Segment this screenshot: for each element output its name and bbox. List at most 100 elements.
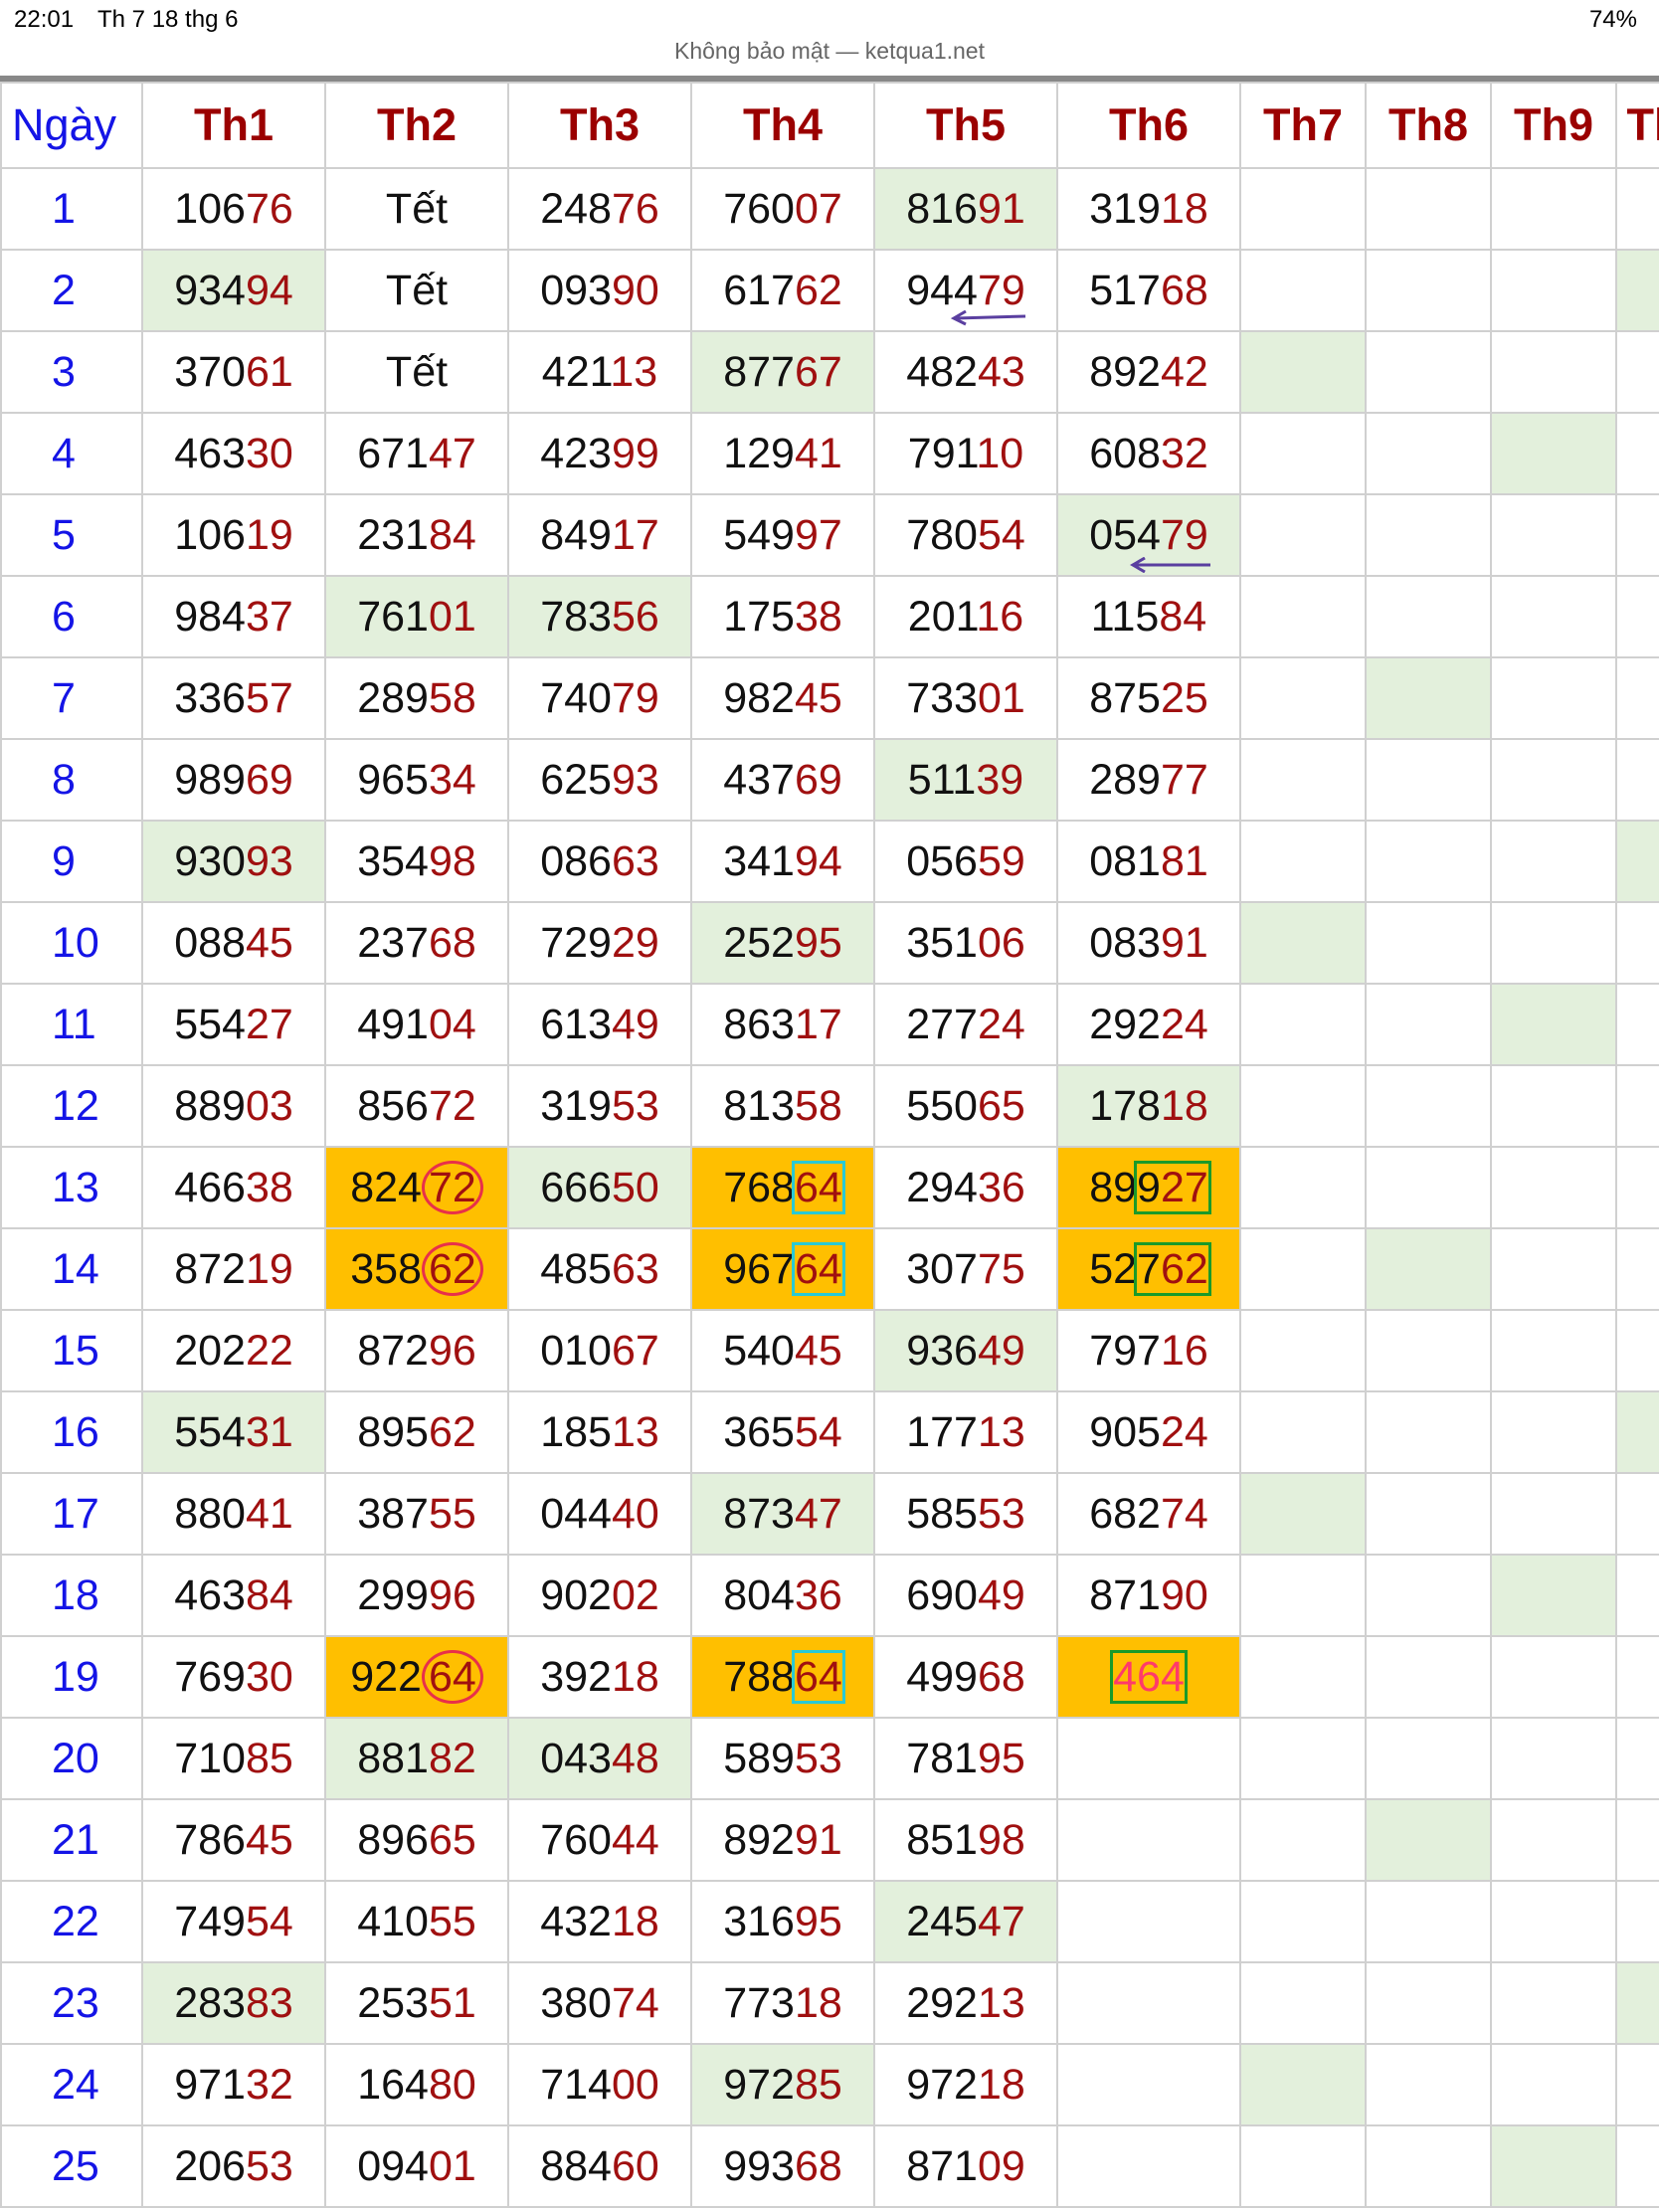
result-cell: 29996 bbox=[324, 1554, 509, 1637]
digits: 69 bbox=[245, 755, 293, 804]
digits: 79 bbox=[1160, 510, 1208, 559]
result-row: 1 10676 Tết 24876 76007 81691 31918 bbox=[0, 167, 1659, 251]
result-cell bbox=[1490, 1227, 1617, 1311]
digits: 67 bbox=[611, 1326, 659, 1375]
result-row: 14 87219 358 62 48563 96764 30775 52762 bbox=[0, 1227, 1659, 1311]
result-cell: 78356 bbox=[507, 575, 692, 658]
result-cell: 85198 bbox=[873, 1798, 1058, 1882]
digits: 07 bbox=[794, 184, 842, 233]
result-cell: 01067 bbox=[507, 1309, 692, 1392]
result-cell bbox=[1239, 330, 1367, 414]
digits: 863 bbox=[723, 1000, 795, 1048]
digits: 786 bbox=[174, 1815, 246, 1864]
digits: 351 bbox=[906, 918, 978, 967]
result-cell bbox=[1365, 1880, 1492, 1963]
digits: 9 bbox=[1137, 1163, 1161, 1211]
result-cell bbox=[1615, 738, 1659, 822]
result-cell bbox=[1365, 249, 1492, 332]
result-row: 3 37061 Tết 42113 87767 48243 89242 bbox=[0, 330, 1659, 414]
digits: 90 bbox=[1160, 1570, 1208, 1619]
result-cell: 84917 bbox=[507, 493, 692, 577]
annotation: 464 bbox=[1110, 1649, 1188, 1704]
result-cell bbox=[1239, 2043, 1367, 2126]
result-cell: 96764 bbox=[690, 1227, 875, 1311]
result-cell: 99368 bbox=[690, 2124, 875, 2208]
digits: 289 bbox=[1089, 755, 1161, 804]
digits: 29 bbox=[611, 918, 659, 967]
result-cell: 42113 bbox=[507, 330, 692, 414]
result-cell: 464 bbox=[1056, 1635, 1241, 1719]
digits: 252 bbox=[723, 918, 795, 967]
result-cell: 34194 bbox=[690, 820, 875, 903]
digits: 95 bbox=[794, 918, 842, 967]
digits: 094 bbox=[357, 2141, 429, 2190]
digits: 36 bbox=[977, 1163, 1025, 1211]
result-cell bbox=[1239, 983, 1367, 1066]
result-cell: 23768 bbox=[324, 901, 509, 985]
column-header: Th6 bbox=[1056, 82, 1241, 169]
digits: 99 bbox=[611, 429, 659, 477]
digits: 68 bbox=[428, 918, 476, 967]
digits: 19 bbox=[245, 1244, 293, 1293]
result-cell: 98437 bbox=[141, 575, 326, 658]
address-bar[interactable]: Không bảo mật — ketqua1.net bbox=[674, 38, 985, 64]
result-cell bbox=[1365, 1554, 1492, 1637]
day-cell: 13 bbox=[0, 1146, 143, 1229]
result-row: 16 55431 89562 18513 36554 17713 90524 bbox=[0, 1390, 1659, 1474]
result-cell bbox=[1365, 901, 1492, 985]
result-row: 8 98969 96534 62593 43769 51139 28977 bbox=[0, 738, 1659, 822]
digits: 044 bbox=[540, 1489, 612, 1538]
result-cell: 922 64 bbox=[324, 1635, 509, 1719]
result-cell: 71085 bbox=[141, 1717, 326, 1800]
result-cell bbox=[1490, 901, 1617, 985]
result-cell bbox=[1365, 575, 1492, 658]
digits: 781 bbox=[906, 1734, 978, 1782]
digits: 902 bbox=[540, 1570, 612, 1619]
result-cell: 61762 bbox=[690, 249, 875, 332]
result-cell: 43218 bbox=[507, 1880, 692, 1963]
result-cell bbox=[1239, 656, 1367, 740]
result-cell bbox=[1615, 1554, 1659, 1637]
digits: 965 bbox=[357, 755, 429, 804]
result-cell: 80436 bbox=[690, 1554, 875, 1637]
digits: 129 bbox=[723, 429, 795, 477]
digits: 540 bbox=[723, 1326, 795, 1375]
column-header: Ngày bbox=[0, 82, 143, 169]
result-cell bbox=[1490, 1390, 1617, 1474]
result-cell: Tết bbox=[324, 330, 509, 414]
digits: 24 bbox=[1160, 1000, 1208, 1048]
digits: 36 bbox=[794, 1570, 842, 1619]
result-cell: 88460 bbox=[507, 2124, 692, 2208]
result-cell bbox=[1056, 2124, 1241, 2208]
digits: 32 bbox=[245, 2060, 293, 2109]
result-cell: 16480 bbox=[324, 2043, 509, 2126]
digits: 081 bbox=[1089, 836, 1161, 885]
digits: 54 bbox=[245, 1897, 293, 1945]
result-cell: 89927 bbox=[1056, 1146, 1241, 1229]
digits: 64 bbox=[791, 1160, 845, 1214]
digits: 95 bbox=[977, 1734, 1025, 1782]
digits: 58 bbox=[794, 1081, 842, 1130]
result-cell: 76007 bbox=[690, 167, 875, 251]
result-cell: 94479 bbox=[873, 249, 1058, 332]
digits: 354 bbox=[357, 836, 429, 885]
result-cell bbox=[1615, 983, 1659, 1066]
result-row: 18 46384 29996 90202 80436 69049 87190 bbox=[0, 1554, 1659, 1637]
digits: 96 bbox=[428, 1326, 476, 1375]
digits: 967 bbox=[723, 1244, 795, 1293]
result-cell bbox=[1365, 2124, 1492, 2208]
result-cell: 358 62 bbox=[324, 1227, 509, 1311]
results-table-wrap: NgàyTh1Th2Th3Th4Th5Th6Th7Th8Th9Th10 1106… bbox=[0, 82, 1659, 2212]
result-cell: 90202 bbox=[507, 1554, 692, 1637]
result-cell: 46384 bbox=[141, 1554, 326, 1637]
result-cell: 20116 bbox=[873, 575, 1058, 658]
day-cell: 7 bbox=[0, 656, 143, 740]
result-cell bbox=[1490, 1798, 1617, 1882]
digits: 62 bbox=[1160, 1244, 1208, 1293]
result-cell: 10676 bbox=[141, 167, 326, 251]
result-cell: 46638 bbox=[141, 1146, 326, 1229]
result-cell bbox=[1365, 1309, 1492, 1392]
result-cell bbox=[1615, 330, 1659, 414]
digits: 19 bbox=[245, 510, 293, 559]
digits: 499 bbox=[906, 1652, 978, 1701]
